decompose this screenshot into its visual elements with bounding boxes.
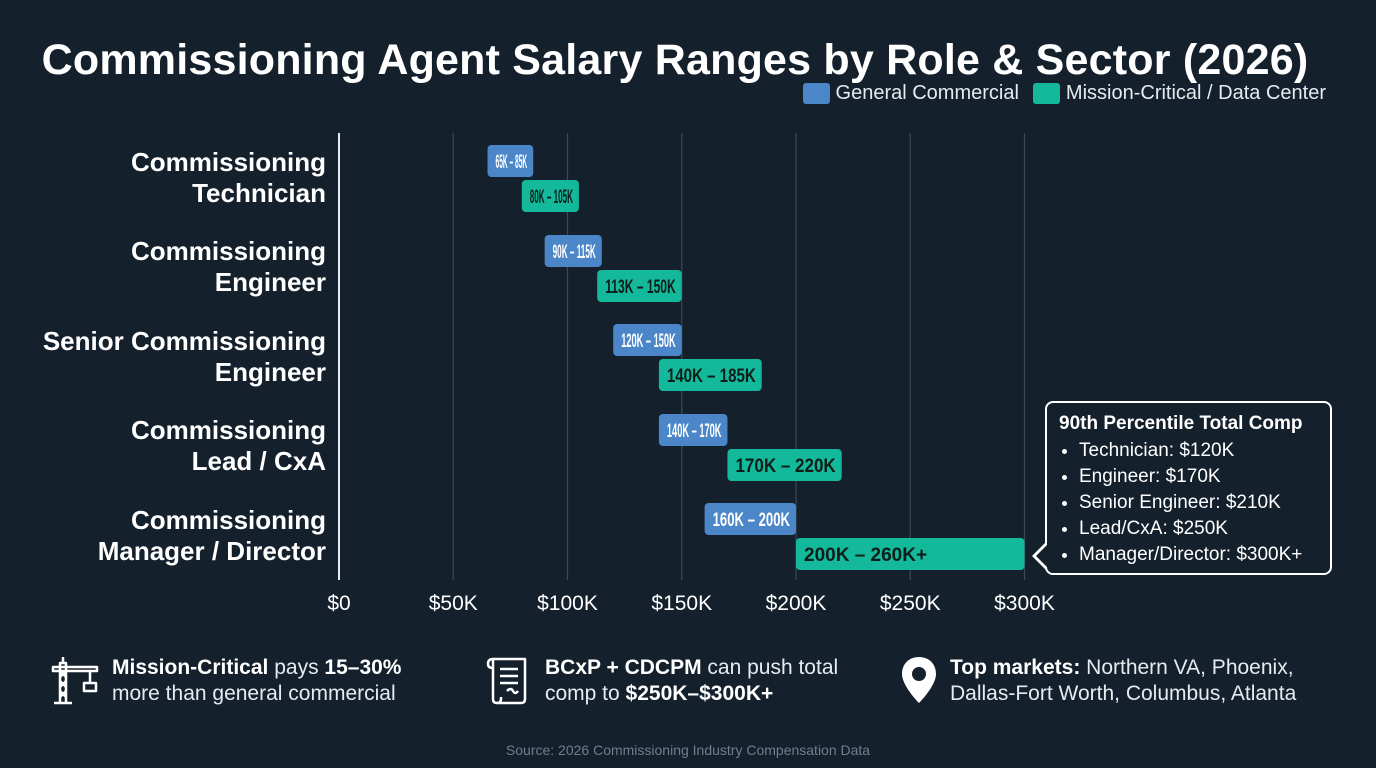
range-bar	[658, 359, 762, 391]
range-bar	[544, 235, 602, 267]
bar-value-label: 140K – 170K	[667, 421, 722, 442]
y-label-manager: Commissioning Manager / Director	[0, 505, 326, 567]
callout-item: Engineer: $170K	[1079, 464, 1320, 490]
callout-item: Lead/CxA: $250K	[1079, 516, 1320, 542]
bar-value-label: 90K – 115K	[553, 242, 596, 263]
note-text-part: Northern VA, Phoenix,	[1080, 656, 1294, 679]
y-label-line: Manager / Director	[97, 536, 326, 566]
legend-label-mission: Mission-Critical / Data Center	[1065, 82, 1326, 104]
y-label-line: Technician	[192, 178, 326, 208]
callout-item: Manager/Director: $300K+	[1079, 542, 1320, 568]
note-text: Mission-Critical pays 15–30% more than g…	[112, 655, 401, 707]
salary-range-chart: $0 $50K $100K $150K $200K $250K $300K 65K – 85K…	[327, 133, 1055, 615]
bar-value-label: 120K – 150K	[621, 331, 676, 352]
bar-value-label: 80K – 105K	[530, 187, 573, 208]
x-tick-label: $0	[327, 592, 350, 615]
chart-title: Commissioning Agent Salary Ranges by Rol…	[41, 36, 1309, 84]
x-tick-label: $50K	[429, 592, 478, 615]
bar-value-label: 160K – 200K	[713, 510, 791, 531]
note-bold: 15–30%	[324, 656, 402, 679]
bar-value-label: 65K – 85K	[496, 152, 528, 173]
note-text-part: Dallas-Fort Worth, Columbus, Atlanta	[950, 682, 1297, 705]
x-tick-label: $100K	[537, 592, 598, 615]
note-text-part: can push total	[701, 656, 839, 679]
note-bold: Mission-Critical	[112, 656, 269, 679]
x-tick-label: $300K	[994, 592, 1055, 615]
y-label-line: Engineer	[214, 357, 326, 387]
legend-item-general: General Commercial	[802, 82, 1019, 105]
location-pin-icon	[902, 657, 936, 703]
y-label-line: Commissioning	[130, 415, 326, 445]
note-top-markets: Top markets: Northern VA, Phoenix, Dalla…	[900, 655, 1296, 707]
range-bar	[613, 324, 682, 356]
y-label-engineer: Commissioning Engineer	[0, 236, 326, 298]
note-bold: $250K–$300K+	[625, 682, 774, 705]
range-bar	[704, 503, 796, 535]
legend-swatch-mission	[1032, 83, 1060, 104]
y-label-line: Engineer	[214, 267, 326, 297]
callout-title: 90th Percentile Total Comp	[1059, 413, 1303, 434]
note-text-part: comp to	[545, 682, 626, 705]
y-label-line: Commissioning	[130, 147, 326, 177]
callout-pointer-fill	[1036, 545, 1047, 567]
range-bar	[597, 270, 682, 302]
range-bar	[487, 145, 534, 177]
y-label-line: Lead / CxA	[191, 446, 326, 476]
note-text-part: more than general commercial	[112, 682, 396, 705]
y-label-line: Commissioning	[130, 236, 326, 266]
range-bar	[658, 414, 728, 446]
y-label-line: Senior Commissioning	[42, 326, 326, 356]
y-label-line: Commissioning	[130, 505, 326, 535]
x-tick-label: $150K	[651, 592, 712, 615]
note-text: Top markets: Northern VA, Phoenix, Dalla…	[950, 655, 1296, 707]
range-bar	[796, 538, 1025, 570]
legend: General Commercial Mission-Critical / Da…	[802, 82, 1326, 105]
certificate-scroll-icon	[486, 657, 527, 705]
bar-value-label: 140K – 185K	[667, 366, 756, 387]
callout-list: Technician: $120K Engineer: $170K Senior…	[1059, 438, 1320, 568]
y-label-lead: Commissioning Lead / CxA	[0, 415, 326, 477]
note-bold: Top markets:	[950, 656, 1081, 679]
note-mission-critical: Mission-Critical pays 15–30% more than g…	[50, 655, 401, 707]
range-bar	[521, 180, 579, 212]
x-tick-label: $200K	[766, 592, 827, 615]
y-label-senior-engineer: Senior Commissioning Engineer	[0, 326, 326, 388]
callout-item: Senior Engineer: $210K	[1079, 490, 1320, 516]
percentile-callout: 90th Percentile Total Comp Technician: $…	[1045, 401, 1332, 575]
legend-label-general: General Commercial	[835, 82, 1019, 104]
legend-swatch-general	[802, 83, 830, 104]
note-text: BCxP + CDCPM can push total comp to $250…	[545, 655, 838, 707]
crane-icon	[51, 657, 99, 705]
bar-value-label: 113K – 150K	[605, 277, 676, 298]
y-label-technician: Commissioning Technician	[0, 147, 326, 209]
note-certifications: BCxP + CDCPM can push total comp to $250…	[485, 655, 838, 707]
bar-value-label: 200K – 260K+	[804, 545, 927, 566]
note-bold: BCxP + CDCPM	[545, 656, 702, 679]
callout-item: Technician: $120K	[1079, 438, 1320, 464]
bar-value-label: 170K – 220K	[735, 456, 835, 477]
legend-item-mission: Mission-Critical / Data Center	[1032, 82, 1326, 105]
note-text-part: pays	[268, 656, 325, 679]
range-bar	[727, 449, 842, 481]
x-tick-label: $250K	[880, 592, 941, 615]
source-note: Source: 2026 Commissioning Industry Comp…	[505, 742, 871, 758]
